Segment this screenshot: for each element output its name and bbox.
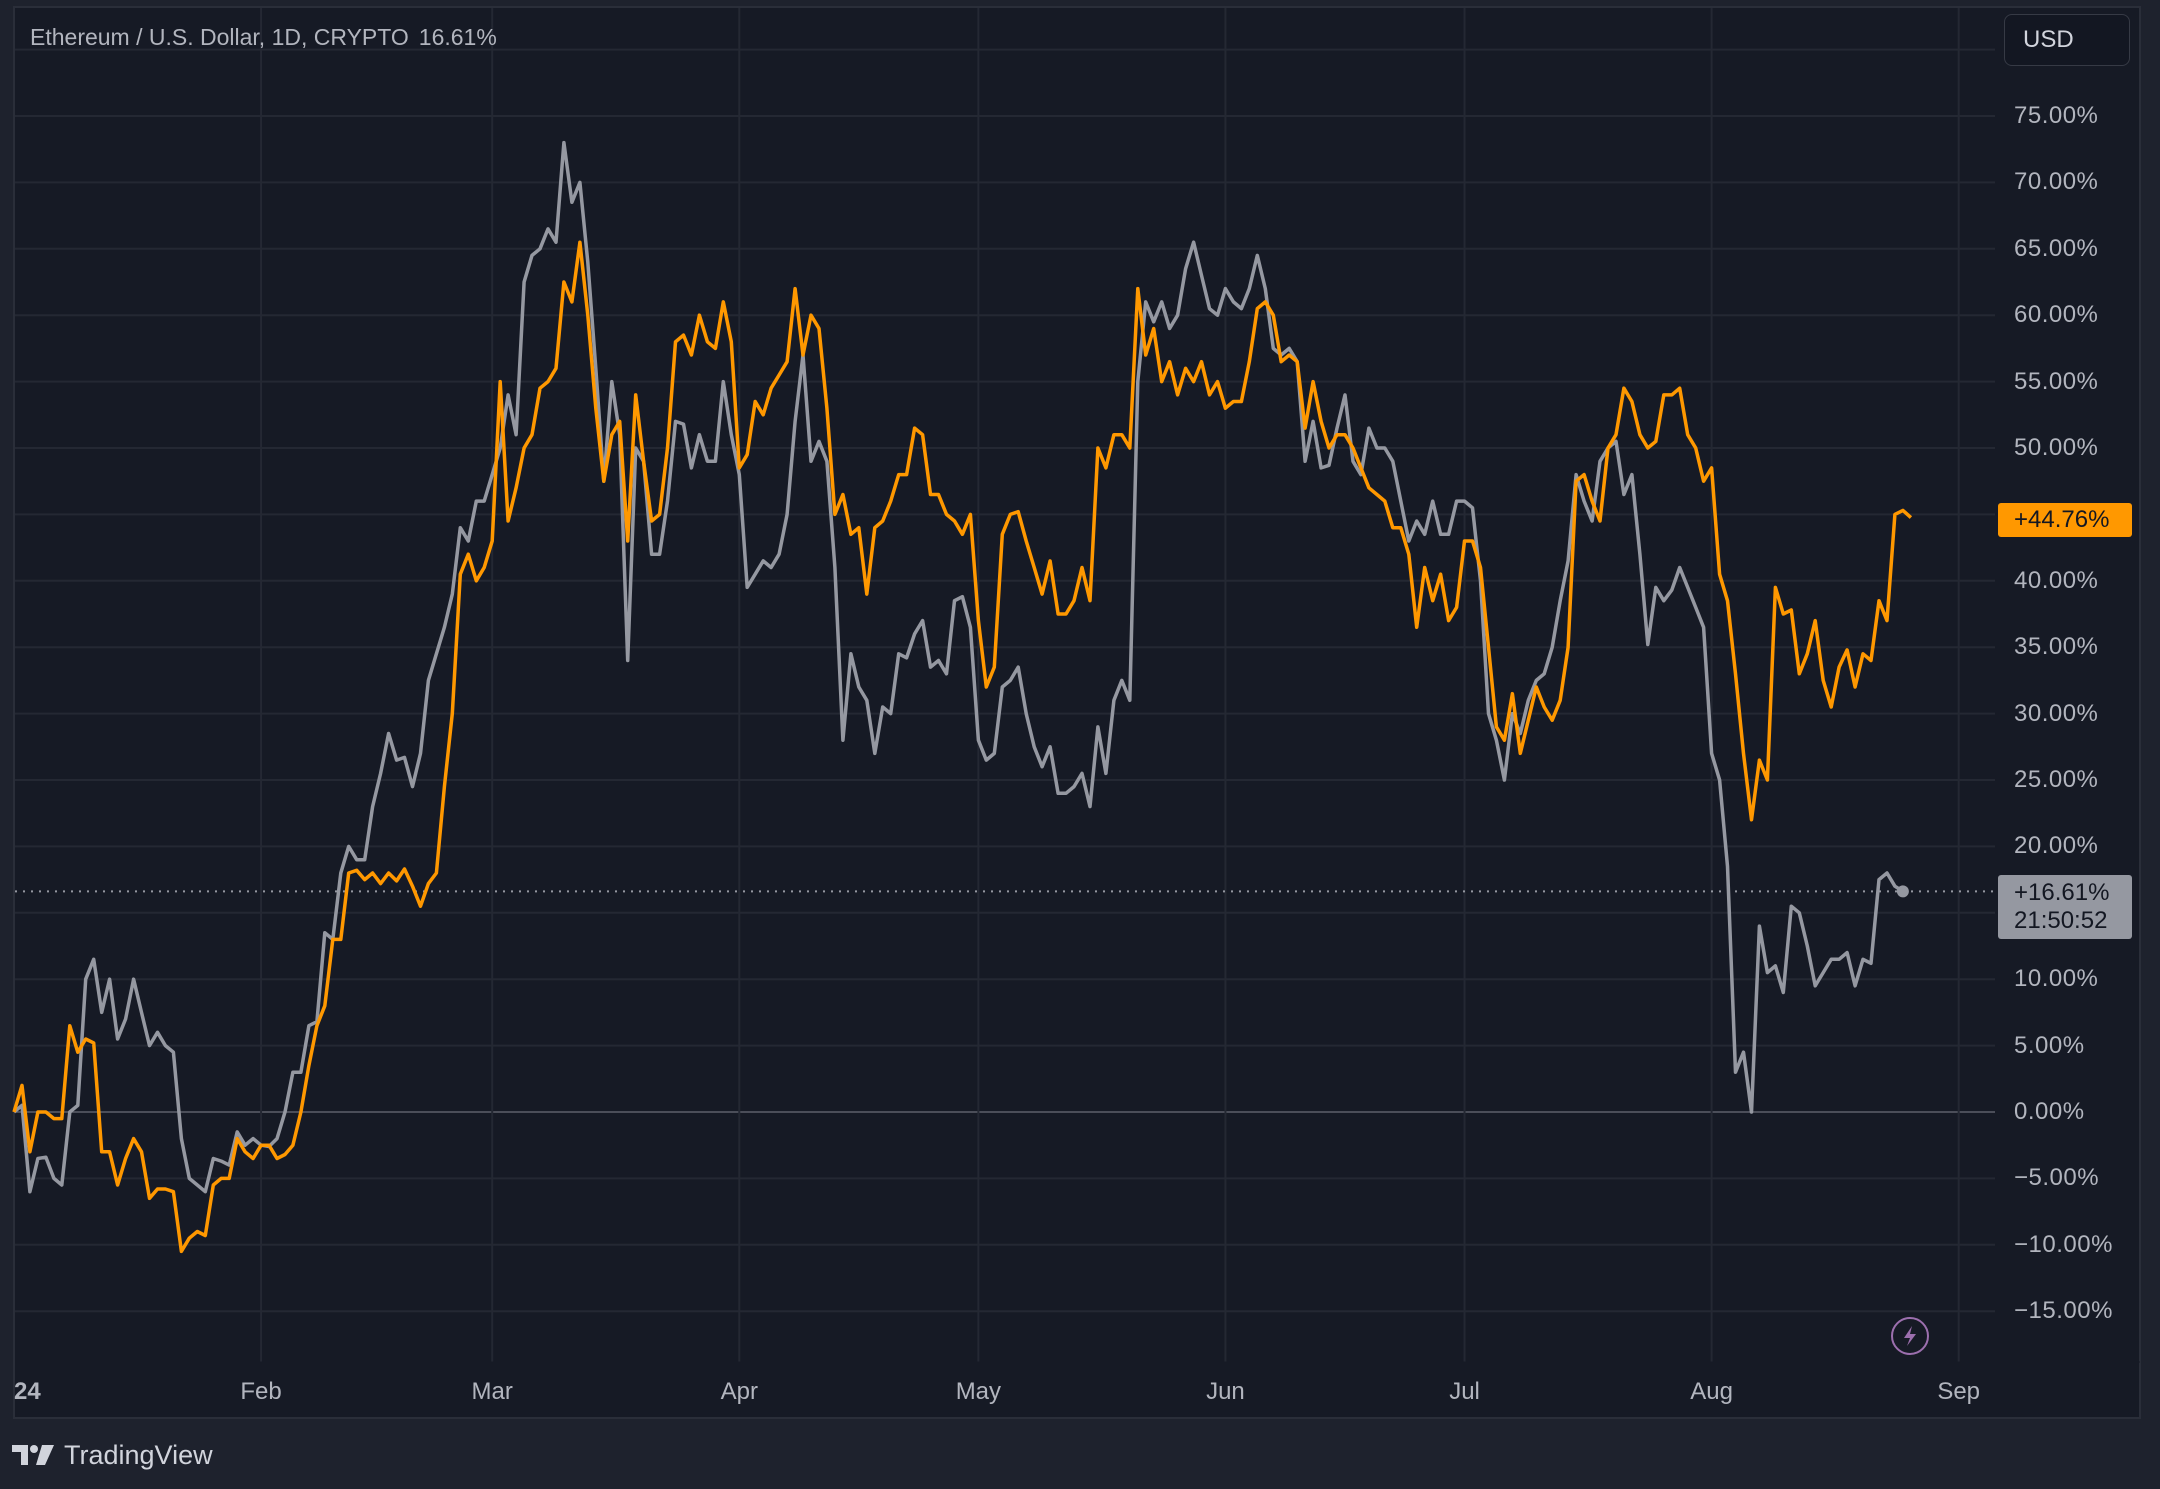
bar-countdown: 21:50:52 xyxy=(2014,907,2108,934)
tradingview-logo[interactable]: TradingView xyxy=(12,1440,213,1470)
time-tick-label: Jul xyxy=(1449,1378,1480,1405)
price-tick-label: 40.00% xyxy=(2014,566,2099,594)
last-point-marker xyxy=(1896,885,1909,898)
brand-name: TradingView xyxy=(64,1439,213,1470)
lightning-icon[interactable] xyxy=(1891,1317,1929,1355)
legend-symbol: Ethereum / U.S. Dollar, 1D, CRYPTO xyxy=(30,24,409,50)
price-tick-label: 65.00% xyxy=(2014,234,2099,262)
price-tick-label: 10.00% xyxy=(2014,965,2099,993)
time-tick-label: 24 xyxy=(14,1378,41,1405)
legend-value: 16.61% xyxy=(418,24,497,50)
price-tick-label: −15.00% xyxy=(2014,1297,2113,1325)
last-price-value: +16.61% xyxy=(2014,879,2110,906)
tradingview-logo-icon xyxy=(12,1445,54,1465)
time-tick-label: Apr xyxy=(720,1378,758,1405)
price-tick-label: 70.00% xyxy=(2014,168,2099,196)
chart-legend[interactable]: Ethereum / U.S. Dollar, 1D, CRYPTO 16.61% xyxy=(30,24,497,51)
time-tick-label: Feb xyxy=(240,1378,282,1405)
currency-button[interactable]: USD xyxy=(2004,14,2130,66)
price-tick-label: −10.00% xyxy=(2014,1230,2113,1258)
time-tick-label: Aug xyxy=(1690,1378,1733,1405)
price-tick-label: 60.00% xyxy=(2014,301,2099,329)
time-tick-label: Mar xyxy=(471,1378,513,1405)
price-tick-label: −5.00% xyxy=(2014,1164,2100,1192)
price-tick-label: 5.00% xyxy=(2014,1031,2085,1059)
price-tick-label: 20.00% xyxy=(2014,832,2099,860)
price-tick-label: 25.00% xyxy=(2014,766,2099,793)
last-price-badge: +16.61% 21:50:52 xyxy=(1998,875,2132,939)
price-tick-label: 35.00% xyxy=(2014,633,2099,661)
time-tick-label: May xyxy=(955,1378,1002,1405)
time-tick-label: Sep xyxy=(1937,1378,1981,1405)
price-tick-label: 30.00% xyxy=(2014,699,2099,727)
compare-price-badge: +44.76% xyxy=(1998,503,2132,537)
compare-series-line[interactable] xyxy=(12,240,1913,1254)
price-tick-label: 50.00% xyxy=(2014,434,2099,461)
price-tick-label: 0.00% xyxy=(2014,1098,2085,1125)
eth-series-line[interactable] xyxy=(12,140,1904,1194)
price-tick-label: 55.00% xyxy=(2014,367,2099,395)
time-tick-label: Jun xyxy=(1206,1378,1245,1405)
price-tick-label: 75.00% xyxy=(2014,102,2099,129)
chart-frame xyxy=(13,6,2141,1419)
